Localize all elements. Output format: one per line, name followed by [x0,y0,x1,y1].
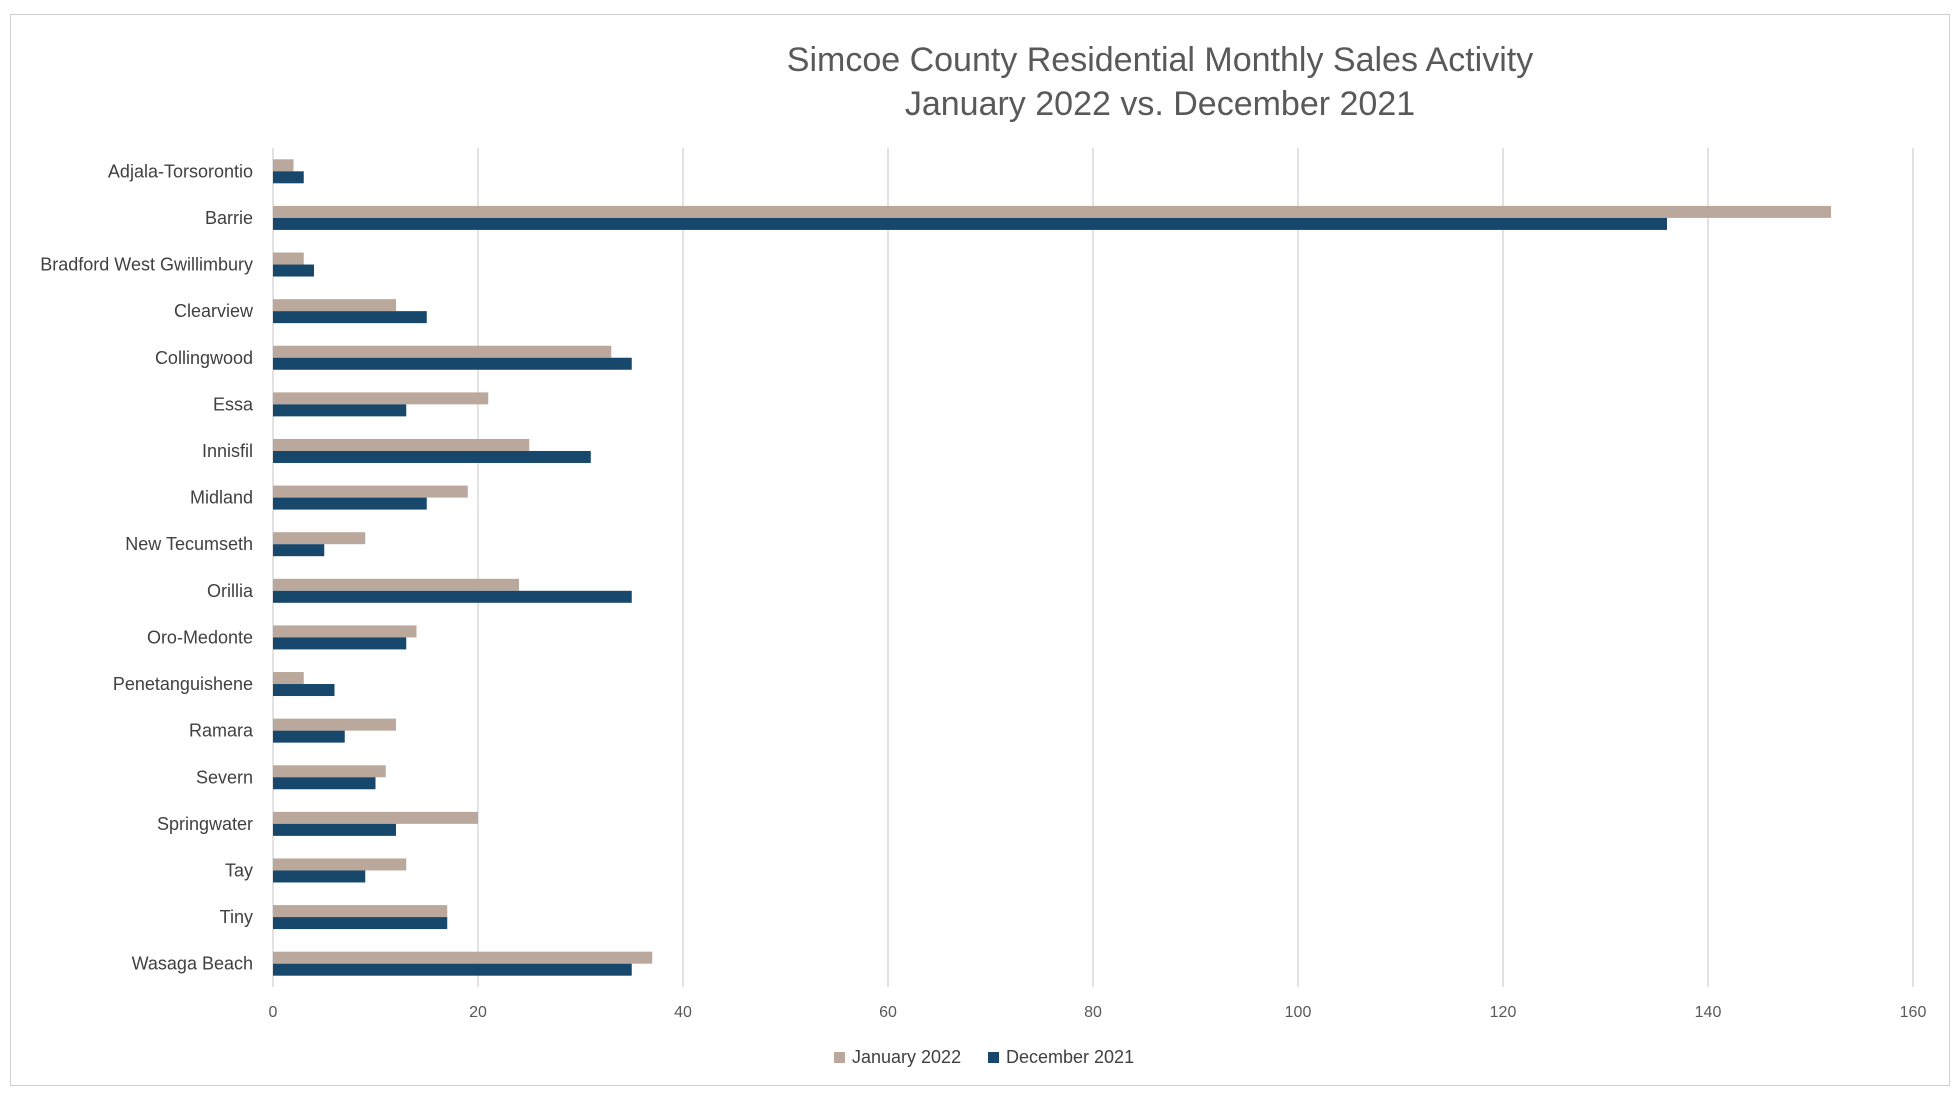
bar-january-2022 [273,578,519,591]
category-label: Ramara [189,721,254,741]
bar-december-2021 [273,637,407,650]
category-label: Midland [190,488,253,508]
chart-title-line-2: January 2022 vs. December 2021 [905,85,1415,123]
bar-january-2022 [273,858,407,871]
category-label: Tay [225,860,253,880]
bar-december-2021 [273,917,448,930]
category-label: Oro-Medonte [147,627,253,647]
category-label: Clearview [174,301,254,321]
bar-january-2022 [273,299,396,312]
legend-swatch [834,1052,845,1063]
bar-december-2021 [273,264,314,277]
bar-december-2021 [273,963,632,976]
x-axis-tick-labels: 0 20 40 60 80 100 120 140 160 [269,1004,1927,1021]
x-tick-label: 0 [269,1004,278,1021]
bar-january-2022 [273,532,366,545]
x-tick-label: 40 [674,1004,692,1021]
bar-january-2022 [273,205,1831,218]
bar-december-2021 [273,544,325,557]
category-label: Wasaga Beach [132,954,253,974]
bar-december-2021 [273,171,304,184]
legend-swatch [988,1052,999,1063]
bar-december-2021 [273,823,396,836]
x-tick-label: 120 [1490,1004,1517,1021]
bar-january-2022 [273,625,417,638]
x-tick-label: 60 [879,1004,897,1021]
bar-december-2021 [273,450,591,463]
bar-january-2022 [273,765,386,778]
bars [273,159,1831,976]
category-label: Springwater [157,814,253,834]
bar-december-2021 [273,357,632,370]
legend-label: January 2022 [852,1047,961,1067]
bar-december-2021 [273,497,427,510]
category-label: Collingwood [155,348,253,368]
bar-december-2021 [273,730,345,743]
x-tick-label: 140 [1695,1004,1722,1021]
bar-january-2022 [273,811,478,824]
bar-december-2021 [273,590,632,603]
chart-title: Simcoe County Residential Monthly Sales … [787,41,1533,123]
bar-january-2022 [273,252,304,265]
x-tick-label: 160 [1900,1004,1927,1021]
category-label: New Tecumseth [125,534,253,554]
category-label: Essa [213,394,254,414]
bar-december-2021 [273,404,407,417]
bar-january-2022 [273,718,396,731]
category-label: Innisfil [202,441,253,461]
bar-january-2022 [273,905,448,918]
bar-january-2022 [273,672,304,685]
bar-january-2022 [273,485,468,498]
bar-december-2021 [273,311,427,324]
category-label: Tiny [220,907,253,927]
legend-label: December 2021 [1006,1047,1134,1067]
category-label: Adjala-Torsorontio [108,161,253,181]
category-label: Bradford West Gwillimbury [40,255,253,275]
bar-january-2022 [273,345,612,358]
gridlines [272,148,1914,987]
bar-december-2021 [273,870,366,883]
x-tick-label: 100 [1285,1004,1312,1021]
category-label: Severn [196,767,253,787]
legend: January 2022 December 2021 [834,1047,1134,1067]
bar-december-2021 [273,217,1667,230]
bar-january-2022 [273,159,294,172]
category-labels: Adjala-Torsorontio Barrie Bradford West Gw… [40,161,254,973]
bar-january-2022 [273,392,489,405]
x-tick-label: 20 [469,1004,487,1021]
category-label: Barrie [205,208,253,228]
bar-january-2022 [273,951,653,964]
bar-december-2021 [273,684,335,697]
bar-january-2022 [273,438,530,451]
category-label: Orillia [207,581,254,601]
x-tick-label: 80 [1084,1004,1102,1021]
bar-december-2021 [273,777,376,790]
category-label: Penetanguishene [113,674,253,694]
chart-title-line-1: Simcoe County Residential Monthly Sales … [787,41,1533,79]
